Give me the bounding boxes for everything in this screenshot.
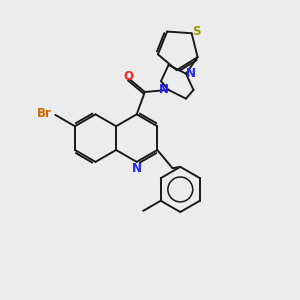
Text: S: S [192,25,201,38]
Text: O: O [123,70,134,83]
Text: N: N [159,83,169,96]
Text: N: N [186,67,196,80]
Text: Br: Br [37,107,51,120]
Text: N: N [132,162,142,175]
